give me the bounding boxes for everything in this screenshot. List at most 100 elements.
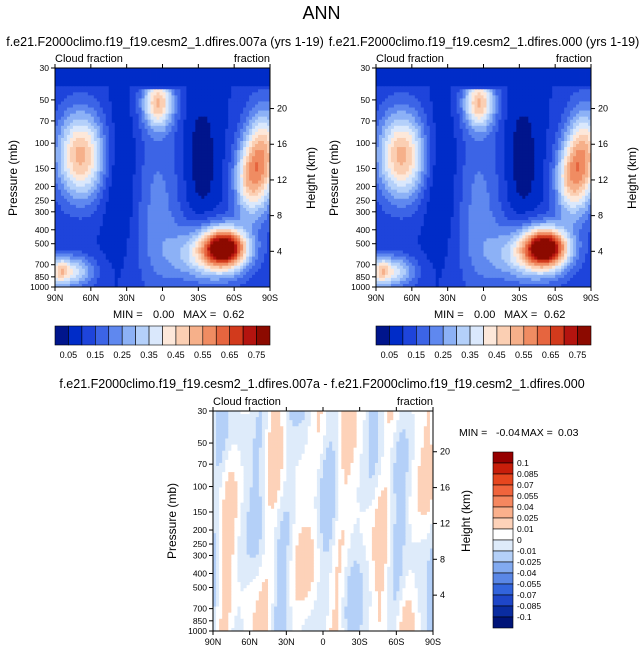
panel-1-cell (213, 113, 217, 118)
panel-1-cell (267, 98, 271, 102)
panel-1-cell (135, 180, 140, 184)
panel-1-cell (75, 204, 80, 209)
panel-1-cell (111, 186, 116, 191)
panel-1-cell (165, 74, 169, 78)
panel-1-cell (189, 68, 193, 72)
panel-1-cell (165, 131, 169, 136)
panel-1-cell (156, 80, 160, 84)
panel-1-cell (111, 174, 116, 178)
panel-1-cell (195, 226, 199, 230)
panel-1-cell (75, 198, 80, 203)
panel-1-cell (177, 125, 181, 130)
panel-1-cell (267, 207, 271, 212)
panel-1-cell (72, 128, 77, 133)
panel-1-cell (75, 189, 80, 194)
panel-1-cell (63, 201, 68, 206)
panel-1-cell (183, 116, 187, 121)
panel-1-cell (258, 89, 262, 93)
panel-1-cell (147, 156, 151, 160)
panel-1-cell (150, 128, 154, 133)
panel-1-cell (255, 95, 259, 99)
panel-1-cell (147, 125, 151, 130)
panel-1-cell (102, 201, 107, 206)
panel-1-cell (228, 141, 232, 145)
panel-1-cell (60, 156, 65, 160)
panel-1-cell (132, 201, 137, 206)
panel-1-cell (75, 162, 80, 166)
panel-1-cell (168, 83, 172, 87)
panel-1-cell (195, 86, 199, 90)
panel-1-cell (153, 274, 157, 279)
panel-1-cell (120, 207, 125, 212)
panel-1-cell (222, 204, 226, 209)
panel-1-cell (267, 201, 271, 206)
panel-1-cell (93, 247, 98, 251)
panel-1-cell (99, 98, 104, 102)
panel-1-cell (156, 74, 160, 78)
panel-1-cell (174, 262, 178, 267)
panel-1-cell (63, 210, 68, 215)
panel-1-cell (75, 131, 80, 136)
panel-1-cell (216, 147, 220, 151)
panel-1-cell (81, 98, 86, 102)
panel-1-cell (84, 128, 89, 133)
panel-1-cell (138, 162, 142, 166)
panel-1-cell (66, 144, 71, 148)
panel-1-cell (117, 195, 122, 200)
panel-1-cell (168, 180, 172, 184)
panel-1-cell (246, 207, 250, 212)
panel-1-cell (117, 141, 122, 145)
panel-1-cell (144, 210, 148, 215)
panel-1-cell (55, 171, 59, 175)
panel-1-cell (198, 101, 202, 105)
panel-1-cell (183, 210, 187, 215)
panel-1-cell (207, 238, 211, 242)
panel-1-cell (192, 71, 196, 75)
panel-1-cell (75, 89, 80, 93)
panel-1-cell (168, 177, 172, 181)
panel-1-cell (192, 250, 196, 254)
panel-1-cell (195, 259, 199, 264)
panel-1-cell (150, 119, 154, 124)
panel-1-cell (72, 192, 77, 197)
panel-1-cell (78, 189, 83, 194)
panel-1-cell (165, 80, 169, 84)
panel-1-cell (225, 204, 229, 209)
panel-1-cell (156, 107, 160, 111)
panel-1-cell (243, 77, 247, 81)
panel-1-cell (99, 274, 104, 279)
panel-1-cell (162, 207, 166, 212)
panel-1-cell (267, 77, 271, 81)
panel-1-cell (162, 174, 166, 178)
panel-1-cell (117, 256, 122, 261)
panel-1-cell (234, 214, 238, 218)
panel-1-cell (189, 174, 193, 178)
panel-1-cell (174, 268, 178, 273)
panel-1-cell (57, 201, 62, 206)
panel-1-cell (192, 125, 196, 130)
panel-1-cell (255, 235, 259, 239)
panel-1-cell (132, 144, 137, 148)
panel-1-cell (165, 253, 169, 257)
panel-1-cell (258, 229, 262, 233)
panel-1-cell (171, 147, 175, 151)
panel-1-cell (189, 137, 193, 142)
panel-2-max-label: MAX = (504, 309, 537, 321)
panel-1-cell (201, 116, 205, 121)
panel-1-cell (114, 74, 119, 78)
panel-1-cell (195, 92, 199, 96)
panel-1-cell (216, 174, 220, 178)
panel-1-cell (132, 180, 137, 184)
panel-1-cell (84, 177, 89, 181)
panel-1-cell (264, 144, 268, 148)
panel-1-cell (90, 150, 95, 154)
panel-1-cell (126, 186, 131, 191)
panel-1-cell (69, 83, 74, 87)
panel-1-cell (144, 150, 148, 154)
panel-1-cell (60, 153, 65, 157)
panel-1-cell (90, 165, 95, 169)
panel-1-cell (81, 125, 86, 130)
panel-1-cell (105, 238, 110, 242)
panel-1-cell (174, 86, 178, 90)
panel-1-cell (87, 259, 92, 264)
